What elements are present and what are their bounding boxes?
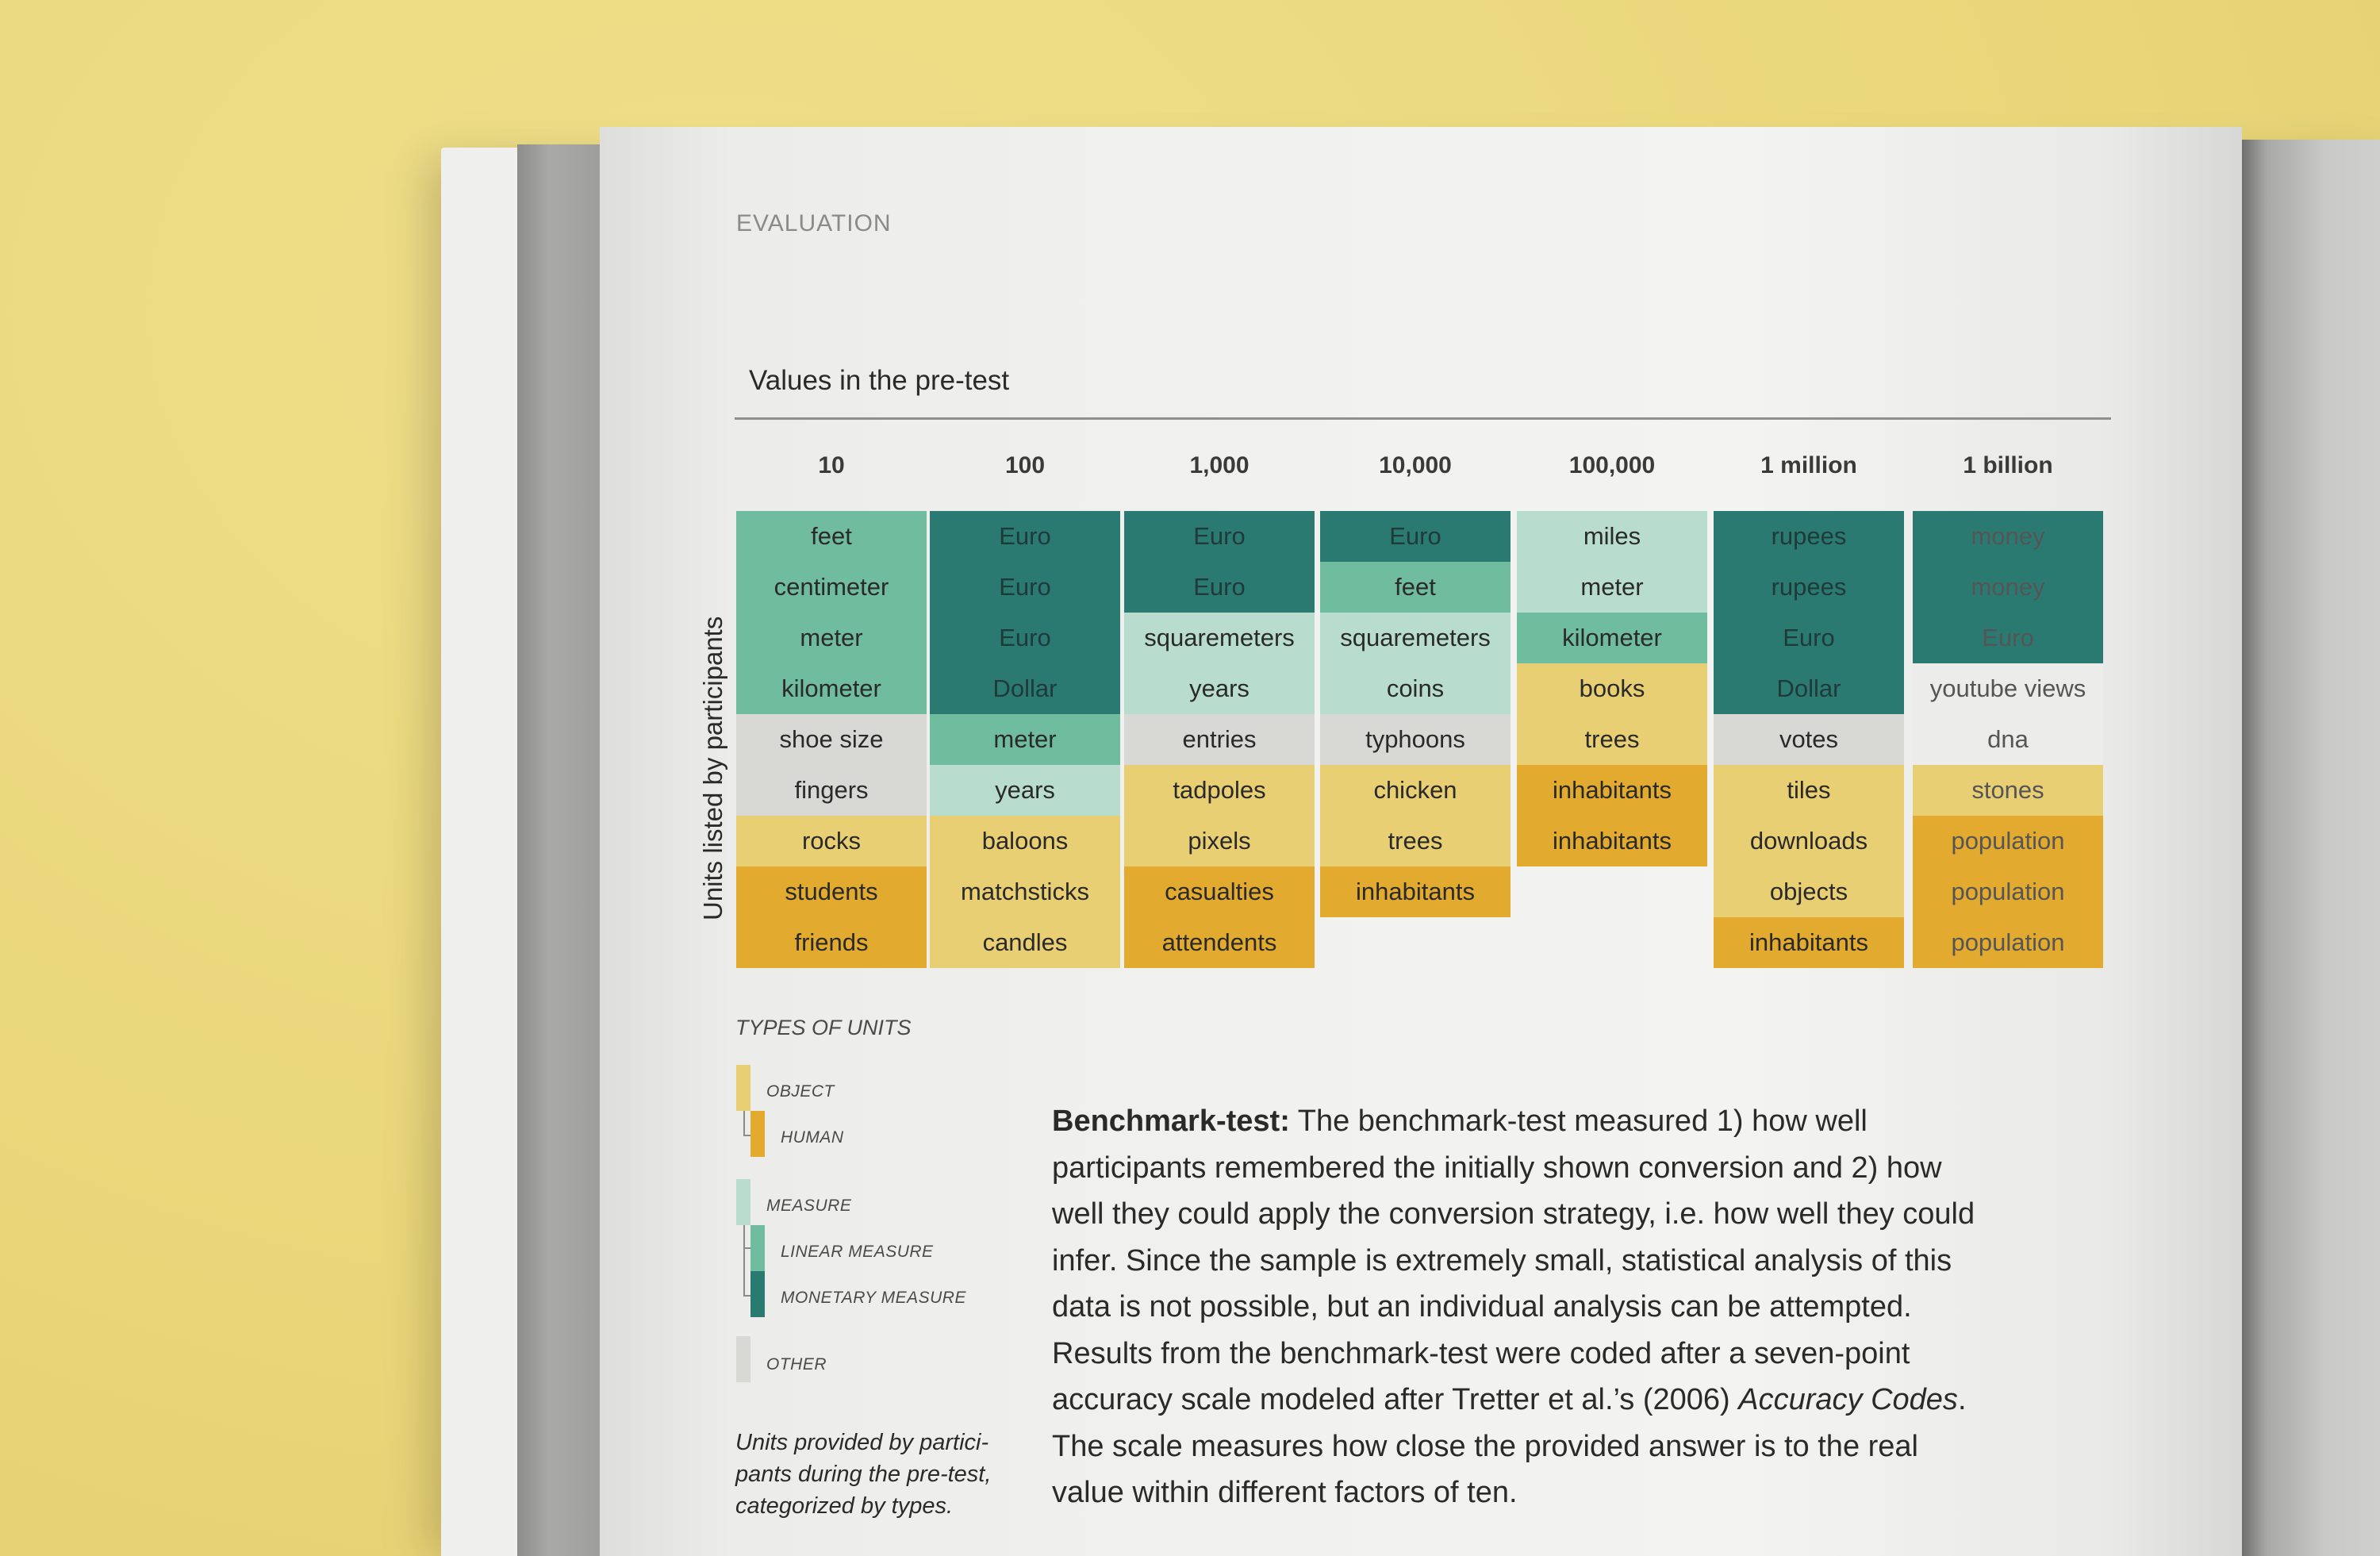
unit-cell: shoe size xyxy=(736,714,927,765)
legend-label-measure: MEASURE xyxy=(766,1197,852,1215)
unit-cell: kilometer xyxy=(1517,613,1707,663)
body-italic: Accuracy Codes xyxy=(1738,1383,1958,1416)
unit-cell: matchsticks xyxy=(930,866,1120,917)
column-head: 1 million xyxy=(1760,452,1857,478)
column-head: 100 xyxy=(1004,452,1046,478)
unit-cell: Euro xyxy=(930,511,1120,562)
unit-cell: centimeter xyxy=(736,562,927,613)
body-lead: Benchmark-test: xyxy=(1052,1105,1290,1138)
legend-swatch-measure xyxy=(736,1179,750,1225)
legend-swatch-linear xyxy=(750,1225,765,1271)
unit-cell: Euro xyxy=(930,562,1120,613)
unit-cell: fingers xyxy=(736,765,927,816)
unit-cell: population xyxy=(1913,917,2103,968)
unit-cell: rocks xyxy=(736,816,927,866)
unit-cell: entries xyxy=(1124,714,1315,765)
column-head: 10,000 xyxy=(1379,452,1452,478)
unit-cell: inhabitants xyxy=(1517,765,1707,816)
unit-cell: casualties xyxy=(1124,866,1315,917)
legend-label-linear: LINEAR MEASURE xyxy=(781,1243,934,1261)
figure-caption: Units provided by partici- pants during … xyxy=(735,1430,992,1519)
unit-cell: coins xyxy=(1320,663,1511,714)
body-text-2: . The scale measures how close the provi… xyxy=(1052,1383,1967,1509)
unit-cell: Euro xyxy=(1913,613,2103,663)
unit-cell: inhabitants xyxy=(1714,917,1904,968)
unit-cell: squaremeters xyxy=(1320,613,1511,663)
unit-cell: attendents xyxy=(1124,917,1315,968)
unit-cell: objects xyxy=(1714,866,1904,917)
unit-cell: rupees xyxy=(1714,562,1904,613)
unit-cell: stones xyxy=(1913,765,2103,816)
legend-connector xyxy=(743,1225,745,1297)
unit-cell: trees xyxy=(1320,816,1511,866)
y-axis-label: Units listed by participants xyxy=(698,616,727,920)
title-rule xyxy=(735,417,2111,420)
unit-cell: Euro xyxy=(1124,562,1315,613)
legend-connector xyxy=(743,1295,751,1297)
unit-cell: baloons xyxy=(930,816,1120,866)
unit-cell: miles xyxy=(1517,511,1707,562)
right-page xyxy=(2242,140,2380,1556)
body-text-1: The benchmark-test measured 1) how well … xyxy=(1052,1105,1975,1416)
unit-cell: inhabitants xyxy=(1320,866,1511,917)
column-head: 1,000 xyxy=(1189,452,1250,478)
unit-cell: dna xyxy=(1913,714,2103,765)
unit-cell: trees xyxy=(1517,714,1707,765)
unit-cell: years xyxy=(1124,663,1315,714)
unit-cell: typhoons xyxy=(1320,714,1511,765)
unit-cell: rupees xyxy=(1714,511,1904,562)
unit-cell: feet xyxy=(736,511,927,562)
legend-label-other: OTHER xyxy=(766,1355,827,1374)
unit-cell: books xyxy=(1517,663,1707,714)
unit-cell: kilometer xyxy=(736,663,927,714)
legend-swatch-object xyxy=(736,1065,750,1111)
unit-cell: Euro xyxy=(1124,511,1315,562)
unit-cell: candles xyxy=(930,917,1120,968)
legend-label-human: HUMAN xyxy=(781,1128,844,1147)
unit-cell: pixels xyxy=(1124,816,1315,866)
unit-cell: Euro xyxy=(1320,511,1511,562)
unit-cell: meter xyxy=(1517,562,1707,613)
chart-title: Values in the pre-test xyxy=(749,365,1010,396)
legend-label-object: OBJECT xyxy=(766,1082,835,1101)
legend-title: TYPES OF UNITS xyxy=(735,1016,912,1039)
legend-connector xyxy=(743,1247,751,1249)
legend-swatch-human xyxy=(750,1111,765,1157)
running-head: EVALUATION xyxy=(736,210,892,236)
unit-cell: Dollar xyxy=(930,663,1120,714)
unit-cell: population xyxy=(1913,816,2103,866)
column-head: 10 xyxy=(818,452,845,478)
unit-cell: squaremeters xyxy=(1124,613,1315,663)
unit-cell: tadpoles xyxy=(1124,765,1315,816)
unit-cell: Dollar xyxy=(1714,663,1904,714)
column-head: 1 billion xyxy=(1963,452,2053,478)
unit-cell: meter xyxy=(736,613,927,663)
unit-cell: Euro xyxy=(930,613,1120,663)
unit-cell: friends xyxy=(736,917,927,968)
unit-cell: votes xyxy=(1714,714,1904,765)
legend-swatch-monetary xyxy=(750,1271,765,1317)
unit-cell: population xyxy=(1913,866,2103,917)
unit-cell: money xyxy=(1913,511,2103,562)
unit-cell: money xyxy=(1913,562,2103,613)
legend-connector xyxy=(743,1111,745,1135)
body-paragraph: Benchmark-test: The benchmark-test measu… xyxy=(1052,1098,1988,1516)
column-head: 100,000 xyxy=(1568,452,1656,478)
unit-cell: Euro xyxy=(1714,613,1904,663)
unit-cell: years xyxy=(930,765,1120,816)
unit-cell: tiles xyxy=(1714,765,1904,816)
unit-cell: students xyxy=(736,866,927,917)
unit-cell: meter xyxy=(930,714,1120,765)
unit-cell: chicken xyxy=(1320,765,1511,816)
unit-cell: youtube views xyxy=(1913,663,2103,714)
legend-label-monetary: MONETARY MEASURE xyxy=(781,1289,966,1307)
unit-cell: inhabitants xyxy=(1517,816,1707,866)
page-edge xyxy=(517,144,600,1556)
unit-cell: downloads xyxy=(1714,816,1904,866)
unit-cell: feet xyxy=(1320,562,1511,613)
legend-connector xyxy=(743,1135,751,1136)
legend-swatch-other xyxy=(736,1336,750,1382)
